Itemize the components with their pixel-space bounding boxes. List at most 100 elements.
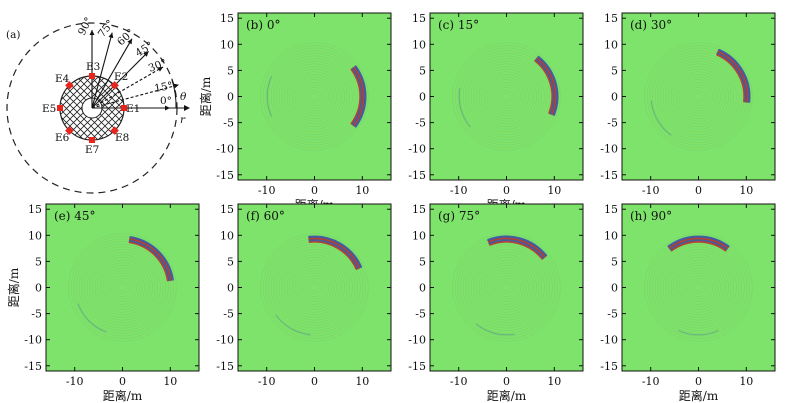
ripple bbox=[689, 278, 708, 297]
wavefront-arc bbox=[353, 66, 365, 127]
arrow-head-30 bbox=[157, 67, 164, 72]
y-tick-label: 0 bbox=[611, 282, 618, 295]
wavefront-arc bbox=[537, 55, 559, 116]
heatmap-panel-4: -10 0 10 15 10 5 0 -5 -10 -15 (f) 60° bbox=[216, 203, 392, 388]
ripple bbox=[686, 275, 711, 300]
ripple bbox=[683, 81, 714, 112]
x-tick-label: 10 bbox=[739, 184, 753, 197]
heatmap-panel-5: -10 0 10 15 10 5 0 -5 -10 -15 (g) 75° 距离/m bbox=[408, 203, 584, 403]
ripple bbox=[273, 246, 356, 329]
y-tick-label: 0 bbox=[419, 91, 426, 104]
ripple bbox=[68, 233, 177, 342]
ripple bbox=[673, 71, 724, 122]
ripple bbox=[686, 84, 711, 109]
electrode-e8 bbox=[110, 126, 119, 135]
ripple bbox=[81, 246, 164, 329]
ripple bbox=[105, 270, 140, 305]
x-tick-label: 10 bbox=[547, 184, 561, 197]
y-tick-label: 10 bbox=[412, 229, 426, 242]
heatmap-panel-3: -10 0 10 15 10 5 0 -5 -10 -15 (e) 45° 距离/m 距离/m bbox=[6, 203, 200, 403]
field-background bbox=[430, 204, 583, 371]
wavefront-arc bbox=[128, 241, 169, 282]
field-background bbox=[622, 204, 775, 371]
electrode-e5 bbox=[57, 105, 63, 111]
ripple bbox=[289, 262, 340, 313]
x-tick-label: -10 bbox=[66, 375, 84, 388]
ripple bbox=[694, 283, 703, 292]
ripple bbox=[484, 74, 529, 119]
x-tick-label: 10 bbox=[739, 375, 753, 388]
ripple bbox=[491, 81, 522, 112]
r-label: r bbox=[180, 114, 186, 126]
y-tick-label: 10 bbox=[604, 38, 618, 51]
y-tick-label: 10 bbox=[412, 38, 426, 51]
echo-arc bbox=[678, 329, 719, 336]
x-axis-label: 距离/m bbox=[487, 388, 527, 403]
y-tick-label: 10 bbox=[220, 38, 234, 51]
ripple bbox=[273, 55, 356, 138]
wavefront-arc bbox=[129, 237, 173, 281]
arrow-head-15 bbox=[173, 83, 179, 89]
electrode-e4 bbox=[65, 81, 74, 90]
ripple bbox=[307, 280, 322, 295]
x-tick-label: -10 bbox=[450, 375, 468, 388]
ripple bbox=[76, 241, 169, 334]
wavefront-arc bbox=[536, 57, 557, 116]
y-tick-label: -5 bbox=[223, 308, 234, 321]
y-tick-label: -15 bbox=[408, 169, 426, 182]
wavefront-arc bbox=[351, 67, 364, 126]
wavefront-arc bbox=[534, 59, 554, 115]
ripple bbox=[478, 259, 535, 316]
y-tick-label: -15 bbox=[600, 360, 618, 373]
y-tick-label: -10 bbox=[216, 143, 234, 156]
y-tick-label: -15 bbox=[600, 169, 618, 182]
ripple bbox=[668, 66, 729, 127]
x-tick-label: 0 bbox=[695, 375, 702, 388]
ripple bbox=[676, 74, 721, 119]
ripple bbox=[84, 249, 161, 326]
y-tick-label: 0 bbox=[419, 282, 426, 295]
ripple bbox=[678, 267, 719, 308]
angle-ray-45 bbox=[91, 51, 149, 109]
x-axis-label: 距离/m bbox=[103, 388, 143, 403]
panel-title: (f) 60° bbox=[246, 209, 285, 223]
wavefront-arc bbox=[488, 240, 544, 260]
ripple bbox=[481, 71, 532, 122]
y-tick-label: 5 bbox=[419, 255, 426, 268]
angle-label-0: 0° bbox=[160, 95, 172, 107]
ripple bbox=[668, 257, 729, 318]
x-tick-label: -10 bbox=[450, 184, 468, 197]
x-tick-label: 0 bbox=[119, 375, 126, 388]
x-tick-label: -10 bbox=[642, 184, 660, 197]
ripple bbox=[260, 42, 369, 151]
ripple bbox=[476, 257, 537, 318]
echo-arc bbox=[650, 100, 672, 136]
ripple bbox=[657, 246, 740, 329]
ripple bbox=[284, 66, 345, 127]
ripple bbox=[278, 251, 351, 324]
ripple bbox=[681, 270, 716, 305]
diagram-a: (a) 0°15°30°45°60°75°90°E1E2E3E4E5E6E7E8… bbox=[6, 15, 190, 194]
wavefront-arc bbox=[308, 235, 363, 268]
wavefront-arc bbox=[308, 240, 358, 270]
ripple bbox=[89, 254, 156, 321]
ripple bbox=[473, 63, 540, 130]
ripple bbox=[473, 254, 540, 321]
ripple bbox=[660, 249, 737, 326]
ripple bbox=[310, 283, 319, 292]
ripple bbox=[494, 275, 519, 300]
y-tick-label: -10 bbox=[216, 334, 234, 347]
ripple bbox=[276, 249, 353, 326]
y-tick-label: 0 bbox=[611, 91, 618, 104]
ripple bbox=[462, 52, 551, 141]
r-axis-arrow bbox=[184, 105, 190, 111]
heatmap-panel-2: -10 0 10 15 10 5 0 -5 -10 -15 (d) 30° bbox=[600, 12, 776, 197]
ripple bbox=[292, 74, 337, 119]
wavefront-arc bbox=[487, 235, 548, 257]
y-tick-label: -5 bbox=[415, 308, 426, 321]
y-tick-label: 0 bbox=[227, 91, 234, 104]
x-tick-label: 0 bbox=[311, 184, 318, 197]
ripple bbox=[270, 52, 359, 141]
